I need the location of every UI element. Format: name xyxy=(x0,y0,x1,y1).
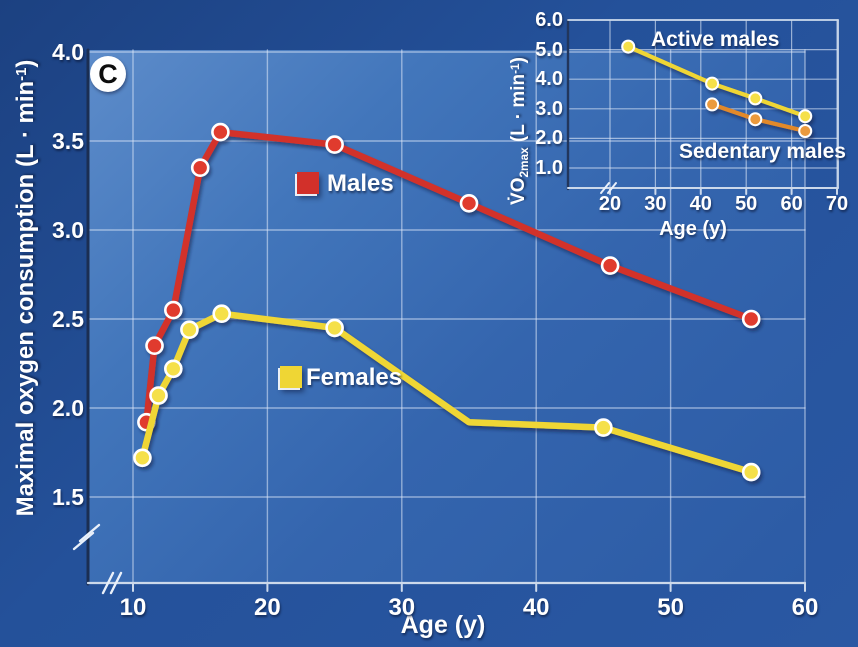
inset-x-tick-label: 40 xyxy=(689,193,712,215)
main-x-tick-label: 20 xyxy=(254,594,281,621)
main-y-axis-label-superscript: -1 xyxy=(14,67,31,81)
inset-x-tick-label: 50 xyxy=(735,193,758,215)
panel-label-badge: C xyxy=(90,56,126,92)
inset-series-sedentary-males xyxy=(705,97,813,138)
inset-y-tick-label: 4.0 xyxy=(535,68,563,91)
inset-y-tick-label: 6.0 xyxy=(535,9,563,31)
main-y-tick-label: 4.0 xyxy=(52,39,84,65)
axis-break-marks xyxy=(72,182,617,595)
inset-y-axis-label-vo: V̇O xyxy=(508,177,529,205)
main-x-tick-label: 10 xyxy=(119,594,147,621)
main-x-tick-label: 30 xyxy=(388,594,416,621)
inset-y-tick-label: 5.0 xyxy=(535,38,563,61)
active-males-series-label: Active males xyxy=(651,28,780,51)
main-gridlines xyxy=(87,49,806,584)
females-legend-label: Females xyxy=(306,364,403,391)
inset-x-axis-label: Age (y) xyxy=(659,218,727,240)
inset-x-tick-label: 30 xyxy=(644,193,667,215)
inset-x-tick-label: 60 xyxy=(780,193,803,215)
males-legend-swatch xyxy=(297,172,319,194)
sedentary-males-series-label: Sedentary males xyxy=(679,140,846,163)
inset-series-active-males xyxy=(621,39,813,124)
inset-y-tick-label: 2.0 xyxy=(535,127,563,150)
main-series-females xyxy=(133,304,761,482)
inset-x-tick-label: 20 xyxy=(598,193,622,215)
main-frame xyxy=(86,48,807,592)
main-x-axis-label: Age (y) xyxy=(400,611,486,639)
main-series-males xyxy=(137,122,761,432)
main-x-tick-label: 50 xyxy=(657,594,684,621)
main-y-tick-label: 3.0 xyxy=(52,217,84,243)
males-legend-label: Males xyxy=(327,170,394,197)
main-y-tick-label: 3.5 xyxy=(52,128,84,154)
main-y-tick-label: 2.5 xyxy=(52,306,84,332)
main-y-tick-label: 1.5 xyxy=(52,484,84,510)
inset-y-tick-label: 3.0 xyxy=(535,97,563,120)
main-x-tick-label: 40 xyxy=(522,594,550,621)
main-x-tick-label: 60 xyxy=(791,594,819,621)
main-y-tick-label: 2.0 xyxy=(52,395,84,421)
inset-y-tick-label: 1.0 xyxy=(535,157,563,179)
inset-x-tick-label: 70 xyxy=(825,193,849,215)
females-legend-swatch xyxy=(280,366,302,388)
